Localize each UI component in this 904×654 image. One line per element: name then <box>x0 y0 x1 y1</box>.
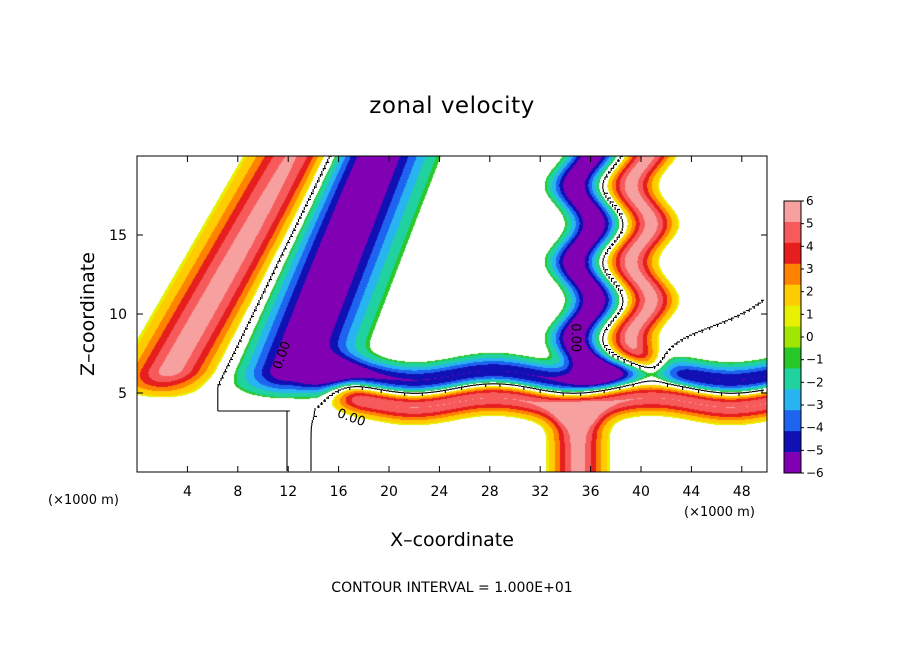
x-tick-label: 44 <box>682 484 700 500</box>
plot-area: 0.000.000.00 4 8 12 16 20 24 28 32 36 40 44 48 5101… <box>109 155 768 500</box>
colorbar-segment <box>784 368 801 390</box>
x-tick-label: 4 <box>183 484 192 500</box>
colorbar-segment <box>784 389 801 411</box>
colorbar-segment <box>784 452 801 474</box>
colorbar-tick-label: 0 <box>806 330 814 344</box>
y-axis: 5 10 15 <box>109 228 767 402</box>
x-tick-label: 20 <box>380 484 398 500</box>
colorbar-tick-label: 1 <box>806 307 814 321</box>
x-tick-label: 8 <box>233 484 242 500</box>
colorbar-segment <box>784 242 801 265</box>
y-tick-label: 5 <box>118 386 127 402</box>
x-tick-label: 48 <box>733 484 751 500</box>
colorbar-tick-label: −1 <box>806 353 824 367</box>
contour-lines <box>217 156 764 471</box>
colorbar-tick-label: 2 <box>806 285 814 299</box>
colorbar-tick-label: 3 <box>806 262 814 276</box>
x-axis-label: X–coordinate <box>390 529 514 551</box>
x-tick-label: 36 <box>582 484 600 500</box>
colorbar: 6 5 4 3 2 1 0 −1 −2 −3 −4 −5 −6 <box>783 194 824 480</box>
colorbar-tick-label: 6 <box>806 194 814 208</box>
colorbar-segment <box>784 201 801 223</box>
x-unit-left: (×1000 m) <box>48 493 119 508</box>
x-unit-right: (×1000 m) <box>684 505 755 520</box>
x-tick-label: 16 <box>330 484 348 500</box>
colorbar-segment <box>784 347 801 369</box>
colorbar-segment <box>784 305 801 328</box>
y-tick-label: 15 <box>109 228 127 244</box>
colorbar-tick-label: −4 <box>806 421 824 435</box>
x-tick-label: 28 <box>481 484 499 500</box>
colorbar-segment <box>784 410 801 432</box>
colorbar-segment <box>784 263 801 286</box>
colorbar-tick-label: −2 <box>806 375 824 389</box>
x-axis: 4 8 12 16 20 24 28 32 36 40 44 48 <box>183 156 751 500</box>
colorbar-tick-label: 5 <box>806 217 814 231</box>
colorbar-segment <box>784 431 801 453</box>
colorbar-segment <box>784 326 801 348</box>
colorbar-segment <box>784 221 801 244</box>
zero-contour <box>217 156 764 471</box>
x-tick-label: 12 <box>279 484 297 500</box>
colorbar-segment <box>784 284 801 307</box>
colorbar-tick-label: −6 <box>806 466 824 480</box>
colorbar-tick-label: −3 <box>806 398 824 412</box>
x-tick-label: 32 <box>531 484 549 500</box>
x-tick-label: 24 <box>430 484 448 500</box>
y-axis-label: Z–coordinate <box>77 252 99 376</box>
x-tick-label: 40 <box>632 484 650 500</box>
colorbar-tick-label: 4 <box>806 239 814 253</box>
colorbar-tick-label: −5 <box>806 443 824 457</box>
contour-interval-note: CONTOUR INTERVAL = 1.000E+01 <box>331 580 572 596</box>
y-tick-label: 10 <box>109 307 127 323</box>
contour-label: 0.00 <box>568 323 583 352</box>
chart-title: zonal velocity <box>369 93 534 119</box>
